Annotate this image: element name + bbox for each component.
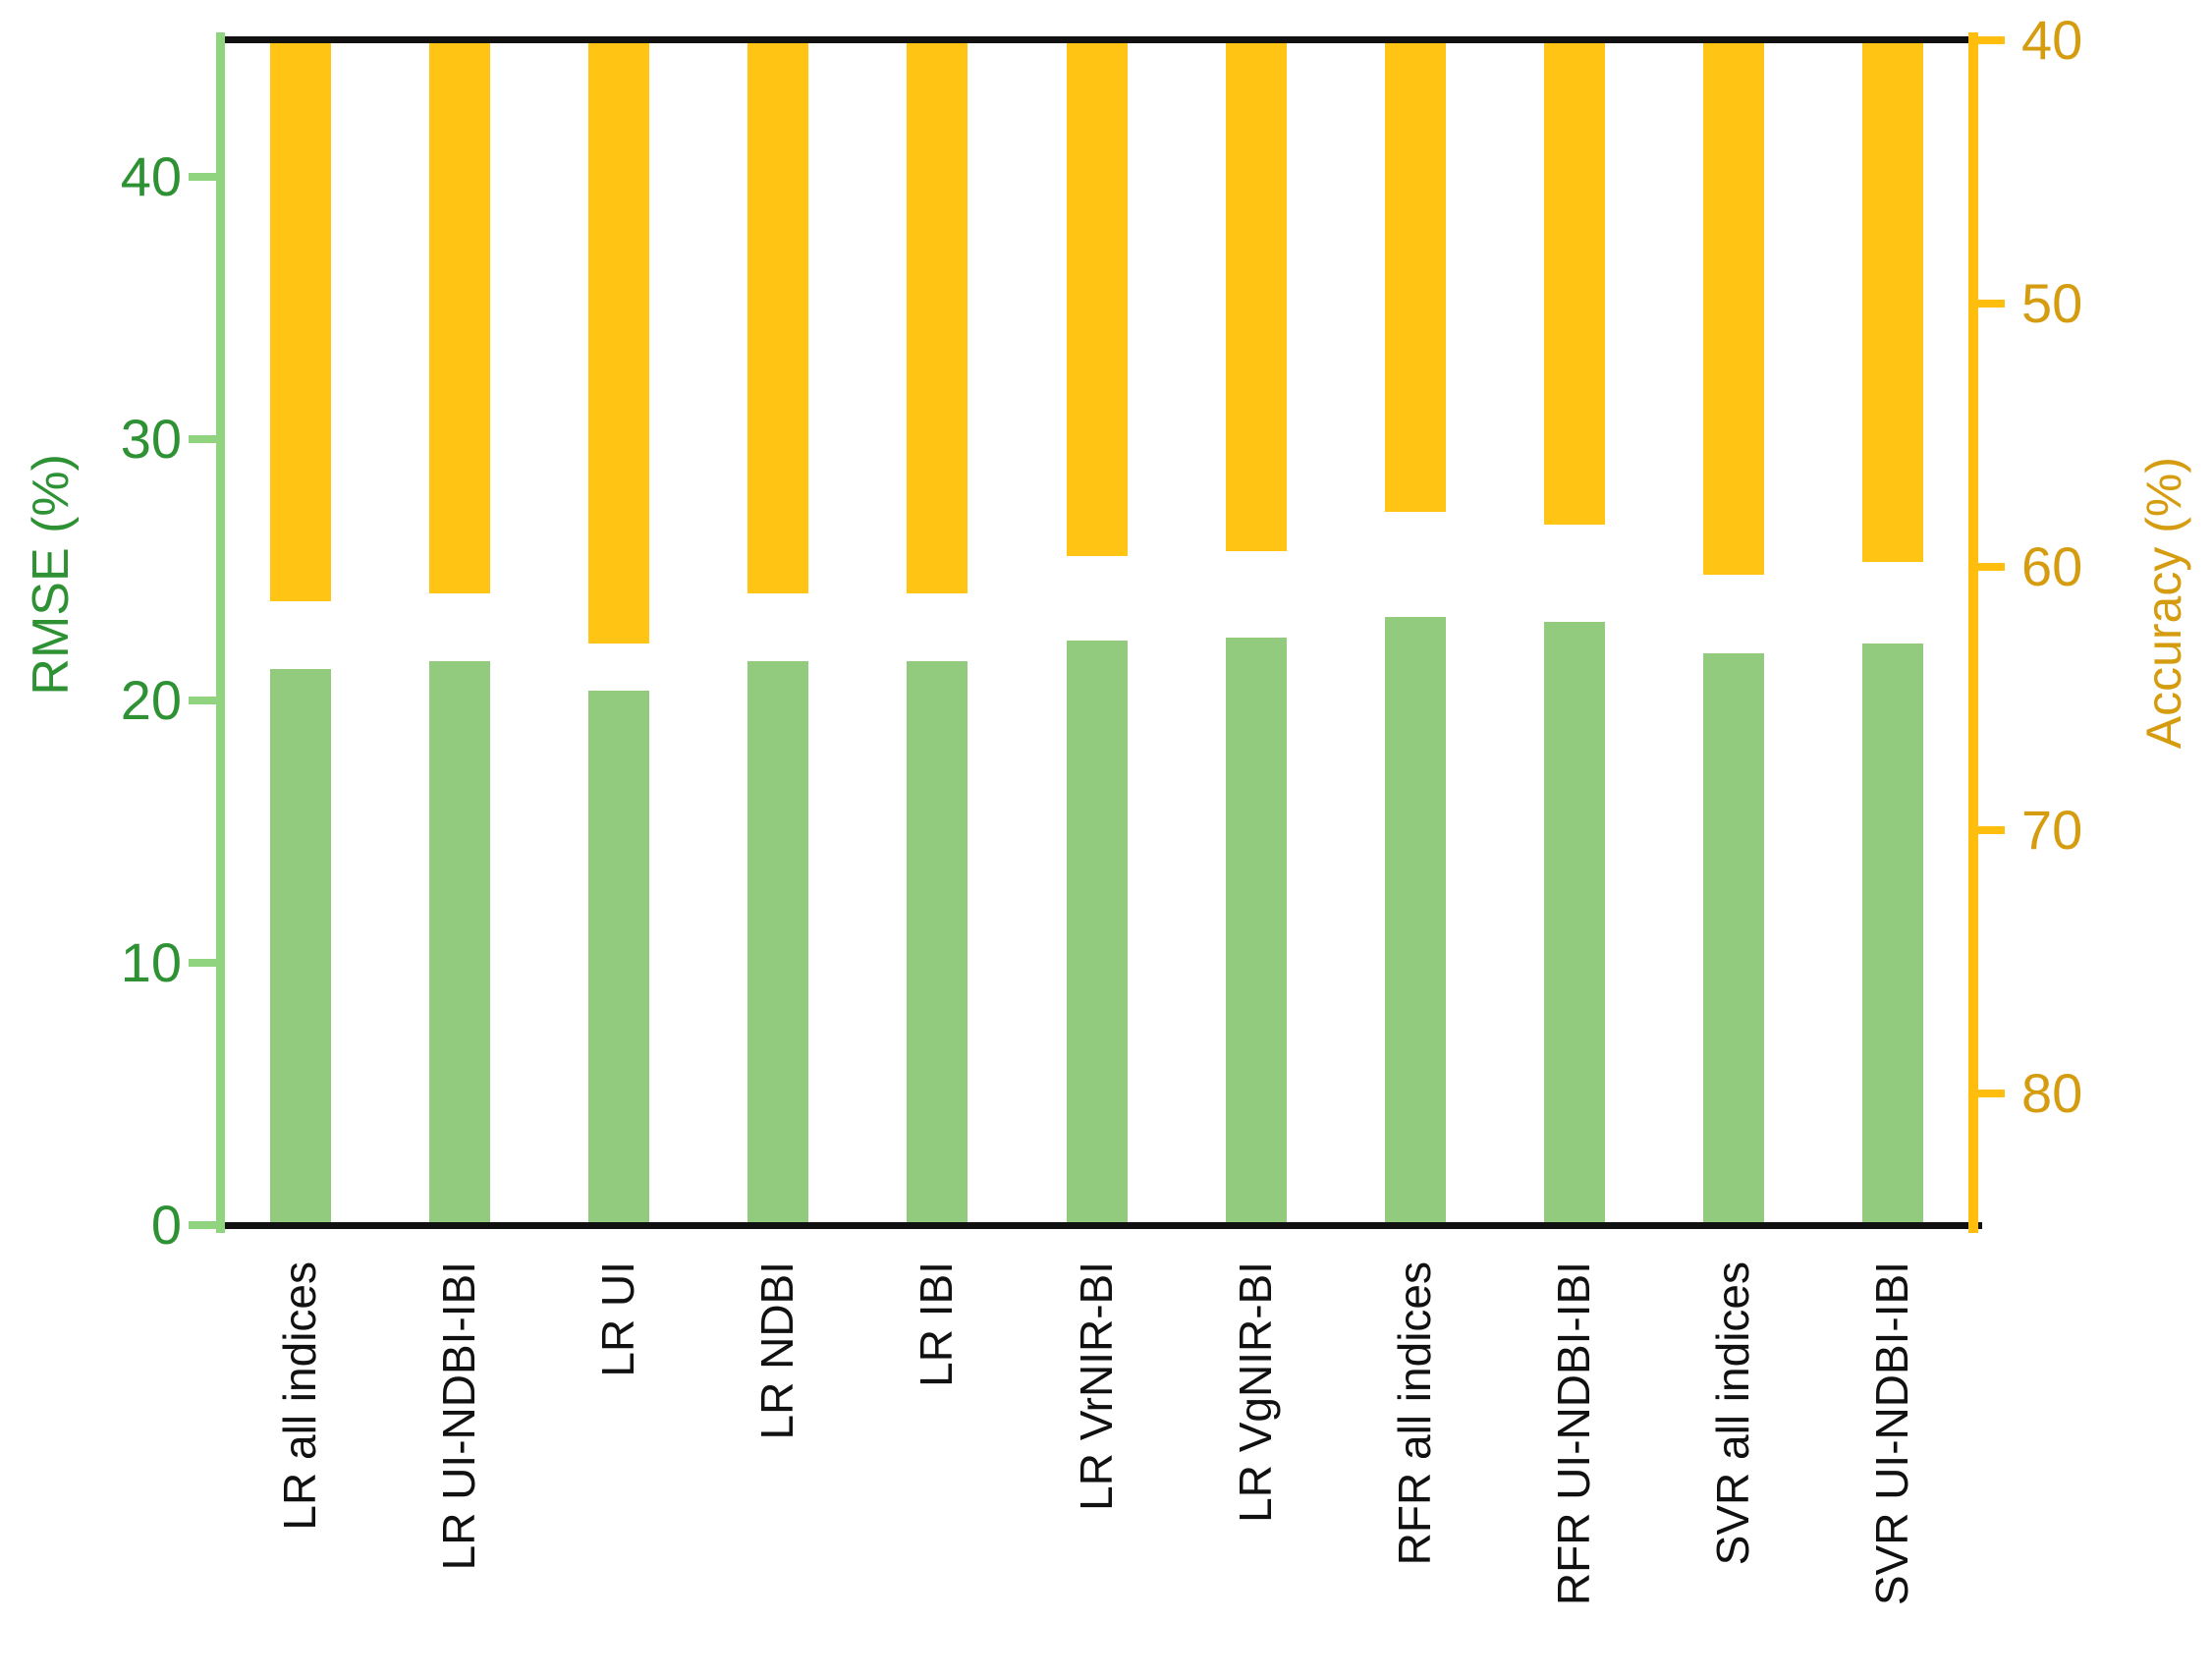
rmse-bar [1067,641,1128,1225]
accuracy-bar [270,40,331,601]
x-axis-category-label: LR VgNIR-BI [1230,1261,1281,1523]
rmse-bar [907,661,968,1225]
accuracy-bar [1385,40,1446,512]
rmse-bar [588,691,649,1225]
left-axis-title: RMSE (%) [23,454,80,696]
x-axis-category-label: SVR UI-NDBI-IBI [1866,1261,1917,1606]
accuracy-bar [747,40,808,593]
rmse-bar [1544,622,1605,1225]
right-axis-tick-label: 60 [2021,535,2083,597]
left-axis-tick [189,1221,216,1229]
left-axis-tick-label: 0 [150,1194,182,1256]
left-axis-tick-label: 10 [120,931,182,993]
left-axis-tick [189,697,216,704]
accuracy-bar [1862,40,1923,562]
left-axis-tick-label: 20 [120,669,182,731]
left-axis-tick [189,959,216,967]
rmse-bar [270,669,331,1225]
right-axis-title: Accuracy (%) [2136,457,2191,750]
plot-top-border [218,36,1982,43]
x-axis-category-label: LR UI [592,1261,643,1377]
left-axis-tick [189,435,216,443]
x-axis-category-label: SVR all indices [1707,1261,1758,1566]
accuracy-bar [1067,40,1128,556]
right-axis-tick [1977,826,2005,834]
right-axis-tick [1977,300,2005,308]
rmse-bar [1385,617,1446,1225]
right-axis-tick-label: 80 [2021,1062,2083,1124]
right-axis-tick-label: 70 [2021,799,2083,861]
rmse-bar [1703,653,1764,1225]
accuracy-bar [588,40,649,644]
x-axis-category-label: LR IBI [911,1261,962,1387]
right-axis-tick-label: 50 [2021,272,2083,334]
accuracy-bar [1703,40,1764,575]
left-axis-tick-label: 40 [120,145,182,207]
right-axis-tick [1977,1090,2005,1097]
left-axis-tick [189,173,216,181]
accuracy-bar [1544,40,1605,525]
x-axis-category-label: LR VrNIR-BI [1071,1261,1122,1511]
rmse-bar [1226,638,1287,1225]
x-axis-category-label: LR NDBI [751,1261,802,1440]
x-axis-category-label: RFR UI-NDBI-IBI [1548,1261,1599,1606]
rmse-bar [1862,644,1923,1225]
rmse-bar [429,661,490,1225]
right-axis-tick-label: 40 [2021,9,2083,71]
right-axis-spine [1968,32,1978,1233]
left-axis-tick-label: 30 [120,408,182,470]
rmse-bar [747,661,808,1225]
x-axis-category-label: LR all indices [274,1261,325,1531]
plot-bottom-border [218,1222,1982,1229]
accuracy-bar [1226,40,1287,551]
right-axis-tick [1977,36,2005,44]
left-axis-spine [216,32,225,1233]
x-axis-category-label: RFR all indices [1389,1261,1440,1566]
x-axis-category-label: LR UI-NDBI-IBI [433,1261,484,1571]
accuracy-bar [907,40,968,593]
right-axis-tick [1977,563,2005,571]
accuracy-bar [429,40,490,593]
